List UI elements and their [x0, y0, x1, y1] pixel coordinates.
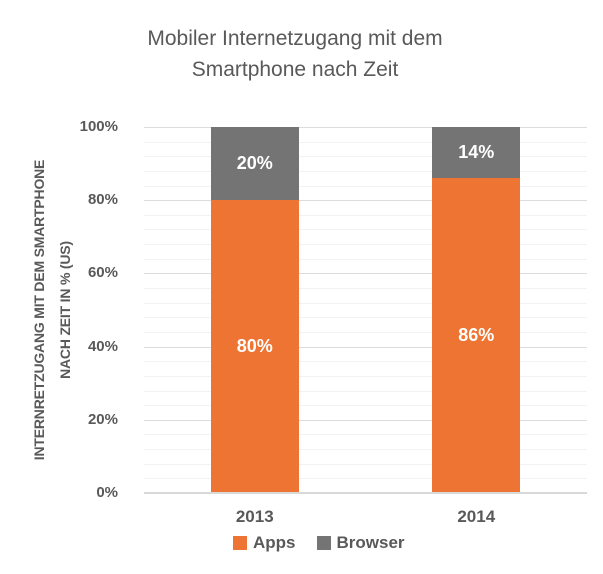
gridline-minor [144, 214, 587, 216]
gridline-minor [144, 288, 587, 290]
data-label-apps-2013: 80% [236, 336, 273, 357]
gridline-minor [144, 478, 587, 480]
bar-segment-browser-2014: 14% [432, 127, 521, 179]
gridline-minor [144, 229, 587, 231]
plot-area: 80% 20% 86% 14% [144, 127, 587, 494]
gridline-minor [144, 170, 587, 172]
gridline-minor [144, 449, 587, 451]
gridline-major [144, 419, 587, 421]
gridline-minor [144, 185, 587, 187]
gridline-minor [144, 302, 587, 304]
gridline-minor [144, 463, 587, 465]
gridline-major [144, 127, 587, 128]
legend-item-apps: Apps [233, 533, 296, 553]
gridline-minor [144, 331, 587, 333]
gridline-minor [144, 390, 587, 392]
gridline-major [144, 273, 587, 275]
gridline-minor [144, 141, 587, 143]
gridline-minor [144, 405, 587, 407]
y-axis-title: INTERNRETZUGANG MIT DEM SMARTPHONE NACH … [26, 100, 82, 520]
chart-title-line1: Mobiler Internetzugang mit dem [147, 27, 443, 50]
data-label-apps-2014: 86% [458, 325, 495, 346]
bar-segment-apps-2013: 80% [210, 200, 299, 493]
chart-title: Mobiler Internetzugang mit dem Smartphon… [0, 23, 590, 85]
legend-swatch-apps-icon [233, 536, 247, 550]
legend-swatch-browser-icon [316, 536, 331, 550]
bar-segment-browser-2013: 20% [210, 127, 299, 201]
gridline-minor [144, 244, 587, 246]
y-tick-label-40: 40% [87, 337, 118, 355]
y-tick-label-60: 60% [87, 264, 118, 282]
gridline-minor [144, 317, 587, 319]
x-tick-label-2013: 2013 [235, 507, 274, 526]
legend: Apps Browser [233, 533, 405, 553]
x-axis-line [144, 492, 587, 494]
y-axis-title-line2: NACH ZEIT IN % (US) [57, 241, 73, 379]
chart-title-line2: Smartphone nach Zeit [191, 58, 399, 81]
gridline-minor [144, 156, 587, 158]
legend-item-browser: Browser [316, 533, 405, 553]
y-axis-title-line1: INTERNRETZUGANG MIT DEM SMARTPHONE [31, 159, 47, 461]
legend-label-apps: Apps [253, 533, 296, 552]
gridline-minor [144, 258, 587, 260]
gridline-minor [144, 375, 587, 377]
bar-segment-apps-2014: 86% [432, 178, 521, 493]
gridline-minor [144, 434, 587, 436]
gridline-major [144, 346, 587, 348]
y-tick-label-100: 100% [79, 118, 118, 135]
x-tick-label-2014: 2014 [457, 507, 496, 526]
data-label-browser-2014: 14% [458, 142, 495, 163]
legend-label-browser: Browser [336, 533, 405, 552]
y-tick-label-20: 20% [87, 410, 118, 428]
y-tick-label-80: 80% [87, 191, 118, 209]
data-label-browser-2013: 20% [236, 153, 273, 174]
gridline-major [144, 200, 587, 202]
gridline-minor [144, 361, 587, 363]
y-tick-label-0: 0% [96, 484, 118, 501]
